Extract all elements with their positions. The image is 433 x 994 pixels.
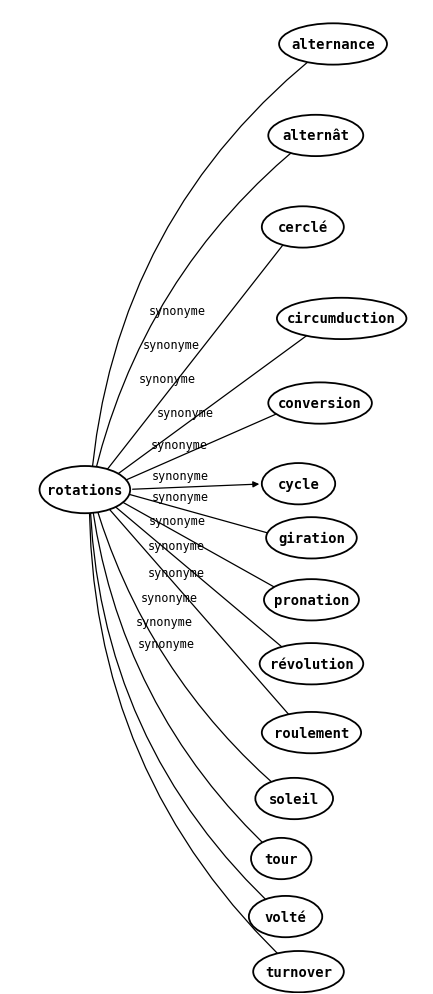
FancyArrowPatch shape	[91, 49, 325, 485]
FancyArrowPatch shape	[132, 482, 258, 490]
Ellipse shape	[253, 951, 344, 992]
Ellipse shape	[249, 896, 322, 937]
FancyArrowPatch shape	[100, 494, 297, 660]
Text: synonyme: synonyme	[143, 339, 200, 352]
FancyArrowPatch shape	[111, 407, 294, 487]
Text: révolution: révolution	[270, 657, 353, 671]
FancyArrowPatch shape	[93, 495, 285, 794]
FancyArrowPatch shape	[96, 494, 301, 729]
Ellipse shape	[268, 383, 372, 424]
Ellipse shape	[262, 463, 335, 505]
Text: roulement: roulement	[274, 726, 349, 740]
Ellipse shape	[262, 713, 361, 753]
Text: rotations: rotations	[47, 483, 123, 497]
Text: soleil: soleil	[269, 792, 319, 806]
Text: synonyme: synonyme	[149, 515, 206, 528]
FancyArrowPatch shape	[90, 495, 278, 911]
Text: synonyme: synonyme	[149, 304, 206, 317]
Ellipse shape	[262, 207, 344, 248]
Text: conversion: conversion	[278, 397, 362, 411]
Text: cycle: cycle	[278, 477, 320, 491]
Text: synonyme: synonyme	[148, 567, 204, 580]
Text: alternât: alternât	[282, 129, 349, 143]
Ellipse shape	[264, 580, 359, 621]
Text: giration: giration	[278, 531, 345, 546]
Text: pronation: pronation	[274, 593, 349, 607]
Text: tour: tour	[265, 852, 298, 866]
Text: synonyme: synonyme	[156, 407, 213, 419]
FancyArrowPatch shape	[95, 233, 293, 486]
Text: synonyme: synonyme	[151, 438, 208, 451]
Text: turnover: turnover	[265, 965, 332, 979]
Text: circumduction: circumduction	[287, 312, 396, 326]
FancyArrowPatch shape	[120, 492, 277, 537]
FancyArrowPatch shape	[92, 140, 307, 485]
FancyArrowPatch shape	[89, 495, 291, 967]
Text: synonyme: synonyme	[152, 469, 209, 482]
Text: volté: volté	[265, 910, 307, 923]
Text: cerclé: cerclé	[278, 221, 328, 235]
Text: synonyme: synonyme	[138, 638, 194, 651]
Ellipse shape	[268, 115, 363, 157]
Ellipse shape	[39, 466, 130, 514]
Ellipse shape	[266, 518, 357, 559]
Text: alternance: alternance	[291, 38, 375, 52]
Ellipse shape	[255, 778, 333, 819]
Text: synonyme: synonyme	[152, 491, 209, 504]
Text: synonyme: synonyme	[148, 540, 205, 553]
FancyArrowPatch shape	[90, 495, 274, 853]
Ellipse shape	[260, 643, 363, 685]
FancyArrowPatch shape	[102, 323, 325, 486]
Ellipse shape	[279, 24, 387, 66]
FancyArrowPatch shape	[107, 494, 291, 596]
Ellipse shape	[277, 298, 407, 340]
Text: synonyme: synonyme	[136, 615, 193, 628]
Text: synonyme: synonyme	[141, 591, 198, 604]
Text: synonyme: synonyme	[139, 373, 196, 386]
Ellipse shape	[251, 838, 311, 880]
